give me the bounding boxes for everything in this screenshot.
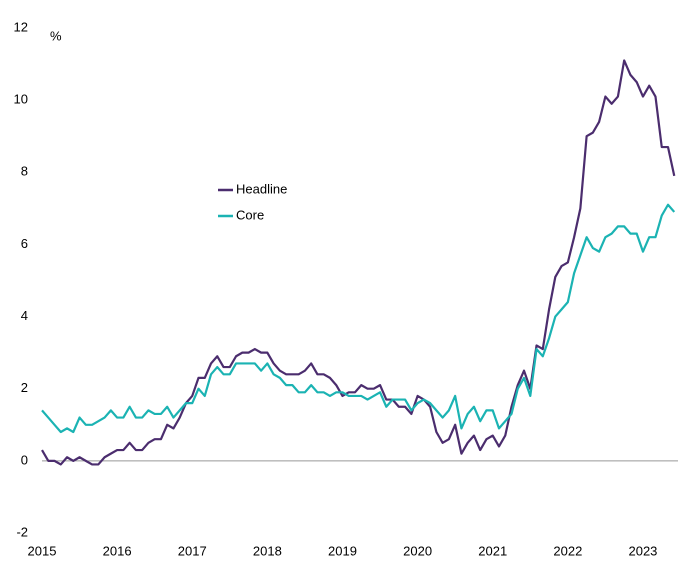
- x-tick-label: 2023: [628, 543, 657, 558]
- x-tick-label: 2019: [328, 543, 357, 558]
- x-tick-label: 2016: [103, 543, 132, 558]
- x-tick-label: 2022: [553, 543, 582, 558]
- x-tick-label: 2020: [403, 543, 432, 558]
- line-series: [41, 203, 676, 434]
- legend-label: Core: [236, 207, 264, 222]
- y-tick-label: 12: [14, 19, 28, 34]
- y-tick-label: 0: [21, 452, 28, 467]
- x-tick-label: 2018: [253, 543, 282, 558]
- line-series: [41, 59, 676, 466]
- x-tick-label: 2021: [478, 543, 507, 558]
- y-axis-label: %: [50, 28, 62, 43]
- x-tick-label: 2015: [28, 543, 57, 558]
- y-tick-label: 4: [21, 308, 28, 323]
- y-tick-label: 6: [21, 236, 28, 251]
- x-tick-label: 2017: [178, 543, 207, 558]
- y-tick-label: 8: [21, 164, 28, 179]
- y-tick-label: 10: [14, 92, 28, 107]
- y-tick-label: -2: [16, 524, 28, 539]
- legend-label: Headline: [236, 181, 287, 196]
- y-tick-label: 2: [21, 380, 28, 395]
